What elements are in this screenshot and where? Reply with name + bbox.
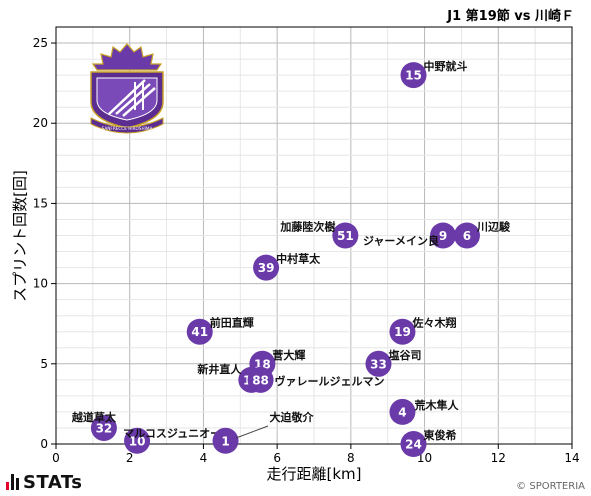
point-name-label: 佐々木翔	[411, 316, 456, 330]
point-name-label: 中村草太	[276, 252, 321, 266]
point-marker	[247, 366, 274, 393]
point-number-label: 6	[463, 229, 471, 243]
point-name-label: 川辺駿	[476, 220, 511, 234]
y-tick-label: 25	[33, 36, 48, 50]
point-name-label: 大迫敬介	[270, 410, 315, 424]
y-tick-label: 10	[33, 277, 48, 291]
point-number-label: 4	[398, 405, 406, 419]
point-marker	[389, 398, 416, 425]
point-marker	[124, 427, 151, 454]
grid	[55, 26, 573, 445]
point-name-label: 越道草太	[71, 410, 117, 424]
stats-logo: STATs	[6, 471, 82, 493]
team-crest-logo: SANFRECCE HIROSHIMA	[90, 43, 164, 134]
data-point: 1 大迫敬介	[212, 410, 315, 454]
y-axis-label: スプリント回数[回]	[11, 170, 29, 302]
x-tick-label: 2	[126, 451, 134, 465]
point-name-label: 前田直輝	[210, 316, 254, 330]
point-name-label: ヴァレールジェルマン	[275, 374, 385, 388]
point-marker	[186, 318, 213, 345]
y-tick-label: 0	[40, 437, 48, 451]
point-number-label: 24	[405, 438, 422, 452]
label-leader-line	[235, 425, 269, 439]
point-marker	[212, 427, 239, 454]
point-marker	[400, 431, 427, 457]
point-number-label: 10	[129, 434, 146, 448]
point-number-label: 41	[191, 325, 208, 339]
point-marker	[253, 254, 280, 281]
point-number-label: 51	[337, 229, 354, 243]
x-tick-label: 14	[564, 451, 579, 465]
copyright-text: © SPORTERIA	[516, 481, 585, 492]
point-number-label: 1	[221, 434, 229, 448]
point-name-label: 加藤陸次樹	[279, 220, 335, 234]
chart-title: J1 第19節 vs 川崎Ｆ	[446, 8, 574, 24]
point-name-label: 菅大輝	[272, 348, 305, 362]
point-marker	[453, 222, 480, 249]
stats-bars-icon	[6, 474, 19, 490]
point-name-label: 塩谷司	[389, 348, 422, 362]
point-marker	[389, 318, 416, 345]
plot-frame	[55, 26, 573, 445]
point-marker	[90, 414, 117, 441]
x-tick-label: 0	[52, 451, 60, 465]
point-number-label: 39	[258, 261, 275, 275]
x-tick-label: 12	[491, 451, 506, 465]
point-number-label: 88	[252, 373, 269, 387]
x-tick-label: 6	[273, 451, 281, 465]
point-name-label: マルコスジュニオール	[123, 427, 232, 440]
point-marker	[332, 222, 359, 249]
y-tick-label: 15	[33, 196, 48, 210]
point-marker	[430, 222, 456, 249]
point-number-label: 33	[370, 357, 387, 371]
point-name-label: 東俊希	[424, 428, 457, 442]
point-number-label: 15	[405, 69, 422, 83]
point-marker	[365, 350, 392, 377]
y-tick-label: 5	[40, 357, 48, 371]
point-marker	[400, 62, 427, 89]
point-name-label: ジャーメイン良	[363, 234, 439, 248]
x-tick-label: 4	[200, 451, 208, 465]
x-axis-label: 走行距離[km]	[266, 465, 361, 483]
stats-logo-text: STATs	[23, 471, 83, 493]
point-number-label: 19	[394, 325, 411, 339]
data-point: 4 荒木隼人	[389, 398, 459, 425]
x-tick-label: 8	[347, 451, 355, 465]
data-point: 6 川辺駿	[453, 220, 511, 249]
point-number-label: 32	[96, 421, 113, 435]
point-name-label: 荒木隼人	[413, 398, 459, 412]
point-name-label: 中野就斗	[424, 59, 468, 73]
y-tick-label: 20	[33, 116, 48, 130]
crest-text: SANFRECCE HIROSHIMA	[102, 126, 153, 131]
point-number-label: 9	[439, 229, 447, 243]
data-point: 88 ヴァレールジェルマン	[247, 366, 385, 393]
point-name-label: 新井直人	[197, 362, 242, 376]
